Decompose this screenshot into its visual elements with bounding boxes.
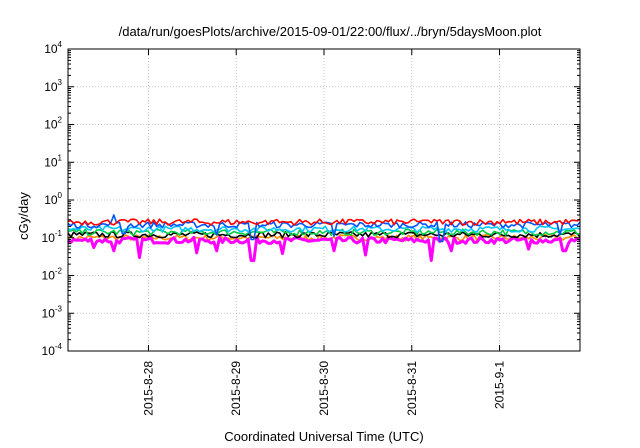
x-tick-label: 2015-8-28 — [141, 361, 155, 416]
y-tick-label: 102 — [44, 116, 62, 132]
series-line — [67, 231, 581, 239]
series-group — [67, 214, 581, 262]
x-tick-label: 2015-8-30 — [317, 361, 331, 416]
x-tick-labels: 2015-8-28 2015-8-29 2015-8-30 2015-8-31 2015… — [141, 361, 506, 416]
ticks — [68, 48, 580, 352]
y-tick-label: 10-2 — [42, 267, 63, 283]
grid — [68, 49, 580, 351]
y-tick-label: 10-3 — [42, 304, 63, 320]
y-tick-label: 10-1 — [42, 229, 63, 245]
chart-title: /data/run/goesPlots/archive/2015-09-01/2… — [119, 24, 542, 39]
y-tick-label: 104 — [44, 40, 62, 56]
series-line — [67, 218, 581, 226]
x-tick-label: 2015-8-31 — [405, 361, 419, 416]
y-tick-label: 101 — [44, 153, 62, 169]
x-tick-label: 2015-9-1 — [493, 361, 507, 409]
x-tick-label: 2015-8-29 — [229, 361, 243, 416]
series-line — [67, 235, 581, 262]
series-line — [67, 225, 581, 233]
y-tick-label: 100 — [44, 191, 62, 207]
y-tick-label: 10-4 — [42, 342, 63, 358]
y-tick-labels: 104 103 102 101 100 10-1 10-2 10-3 10-4 — [42, 40, 63, 358]
y-tick-label: 103 — [44, 78, 62, 94]
y-axis-label: cGy/day — [16, 192, 31, 240]
x-axis-label: Coordinated Universal Time (UTC) — [224, 429, 423, 444]
